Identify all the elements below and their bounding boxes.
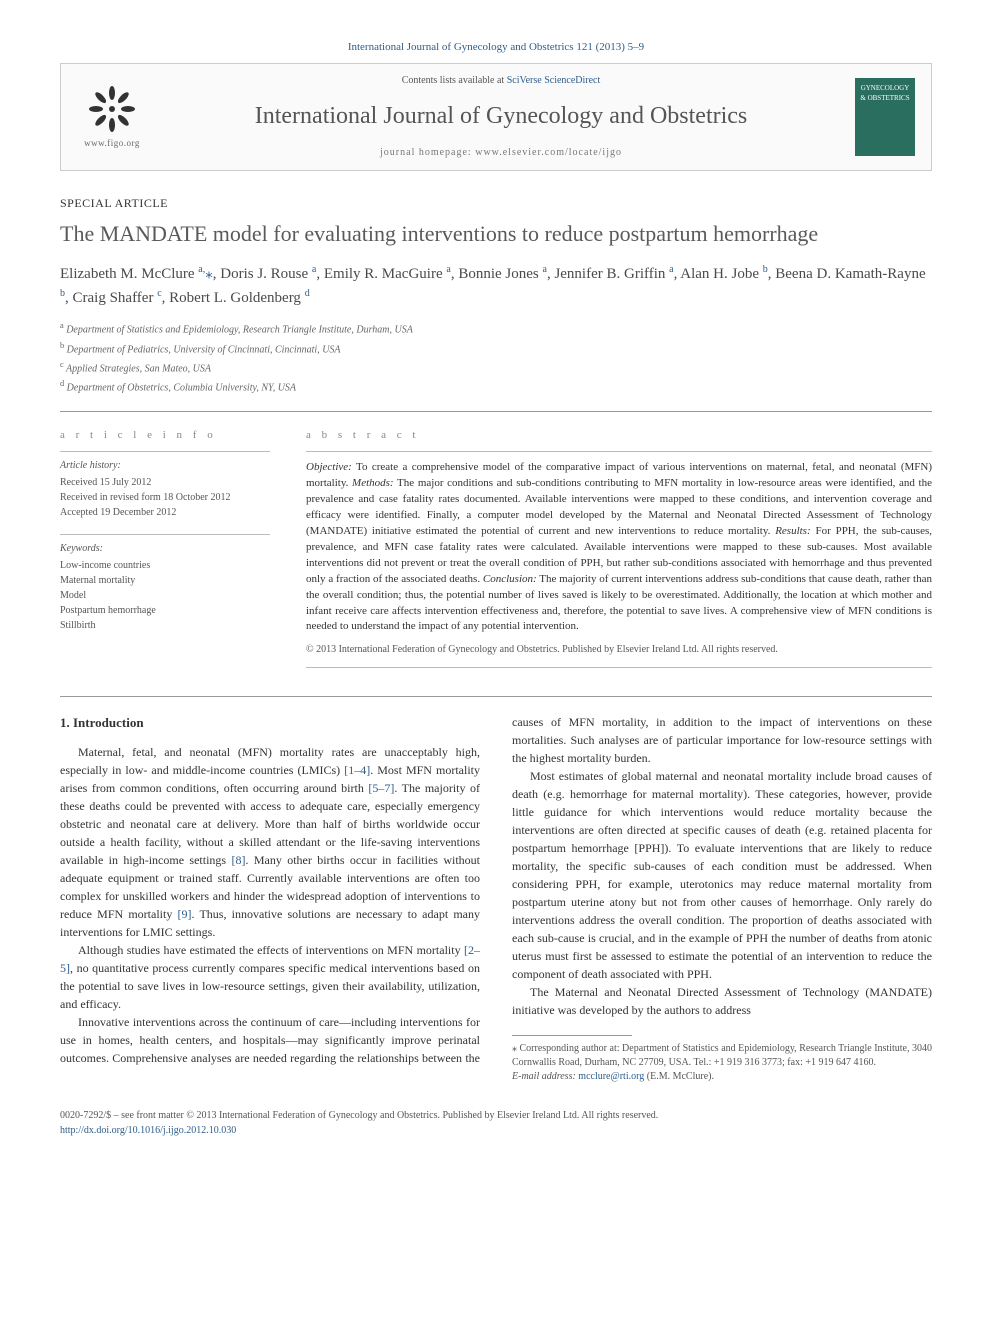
keyword: Stillbirth <box>60 618 270 633</box>
keyword: Postpartum hemorrhage <box>60 603 270 618</box>
body-paragraph: Although studies have estimated the effe… <box>60 941 480 1013</box>
abstract-copyright: © 2013 International Federation of Gynec… <box>306 643 932 657</box>
sciencedirect-link[interactable]: SciVerse ScienceDirect <box>507 75 601 86</box>
article-info-column: a r t i c l e i n f o Article history: R… <box>60 428 270 669</box>
citation-ref[interactable]: [1–4] <box>344 763 370 777</box>
keyword: Model <box>60 588 270 603</box>
affiliation-line: a Department of Statistics and Epidemiol… <box>60 319 932 338</box>
email-person: (E.M. McClure). <box>644 1071 714 1082</box>
citation-ref[interactable]: [2–5] <box>60 943 480 975</box>
journal-banner: www.figo.org Contents lists available at… <box>60 63 932 171</box>
keyword: Maternal mortality <box>60 573 270 588</box>
doi-link[interactable]: http://dx.doi.org/10.1016/j.ijgo.2012.10… <box>60 1125 236 1136</box>
abstract-text: Objective: To create a comprehensive mod… <box>306 460 932 635</box>
info-abstract-row: a r t i c l e i n f o Article history: R… <box>60 428 932 669</box>
journal-homepage: journal homepage: www.elsevier.com/locat… <box>163 146 839 160</box>
article-type: SPECIAL ARTICLE <box>60 195 932 212</box>
article-history-block: Article history: Received 15 July 2012Re… <box>60 458 270 520</box>
intro-heading: 1. Introduction <box>60 713 480 733</box>
keywords-block: Keywords: Low-income countriesMaternal m… <box>60 541 270 633</box>
citation-ref[interactable]: [8] <box>231 853 245 867</box>
corresponding-author-note: ⁎ Corresponding author at: Department of… <box>512 1042 932 1070</box>
journal-cover-thumb: GYNECOLOGY & OBSTETRICS <box>855 78 915 156</box>
article-info-heading: a r t i c l e i n f o <box>60 428 270 443</box>
keywords-label: Keywords: <box>60 541 270 556</box>
affiliations: a Department of Statistics and Epidemiol… <box>60 319 932 396</box>
affiliation-line: b Department of Pediatrics, University o… <box>60 339 932 358</box>
footnotes: ⁎ Corresponding author at: Department of… <box>512 1042 932 1084</box>
info-rule <box>60 534 270 535</box>
article-title: The MANDATE model for evaluating interve… <box>60 220 932 249</box>
header-citation: International Journal of Gynecology and … <box>60 40 932 55</box>
history-label: Article history: <box>60 458 270 473</box>
page-footer: 0020-7292/$ – see front matter © 2013 In… <box>60 1108 932 1138</box>
history-line: Received in revised form 18 October 2012 <box>60 490 270 505</box>
citation-ref[interactable]: [9] <box>178 907 192 921</box>
homepage-prefix: journal homepage: <box>380 147 475 158</box>
body-paragraph: Maternal, fetal, and neonatal (MFN) mort… <box>60 743 480 941</box>
history-line: Accepted 19 December 2012 <box>60 505 270 520</box>
section-divider <box>60 696 932 697</box>
figo-url[interactable]: www.figo.org <box>84 137 140 150</box>
history-line: Received 15 July 2012 <box>60 475 270 490</box>
section-divider <box>60 411 932 412</box>
author-list: Elizabeth M. McClure a,⁎, Doris J. Rouse… <box>60 262 932 309</box>
article-body: 1. Introduction Maternal, fetal, and neo… <box>60 713 932 1084</box>
body-paragraph: The Maternal and Neonatal Directed Asses… <box>512 983 932 1019</box>
email-line: E-mail address: mcclure@rti.org (E.M. Mc… <box>512 1070 932 1084</box>
affiliation-line: c Applied Strategies, San Mateo, USA <box>60 358 932 377</box>
footnote-separator <box>512 1035 632 1036</box>
journal-name: International Journal of Gynecology and … <box>163 100 839 134</box>
citation-ref[interactable]: [5–7] <box>368 781 394 795</box>
homepage-url[interactable]: www.elsevier.com/locate/ijgo <box>475 147 622 158</box>
abstract-heading: a b s t r a c t <box>306 428 932 443</box>
body-paragraph: Most estimates of global maternal and ne… <box>512 767 932 983</box>
email-label: E-mail address: <box>512 1071 578 1082</box>
info-rule <box>60 451 270 452</box>
leaf-logo-icon <box>88 85 136 133</box>
affiliation-line: d Department of Obstetrics, Columbia Uni… <box>60 377 932 396</box>
abstract-column: a b s t r a c t Objective: To create a c… <box>306 428 932 669</box>
abstract-bottom-rule <box>306 667 932 668</box>
keyword: Low-income countries <box>60 558 270 573</box>
banner-center: Contents lists available at SciVerse Sci… <box>163 74 839 160</box>
corr-email-link[interactable]: mcclure@rti.org <box>578 1071 644 1082</box>
contents-available: Contents lists available at SciVerse Sci… <box>163 74 839 88</box>
contents-prefix: Contents lists available at <box>402 75 507 86</box>
publisher-logo: www.figo.org <box>77 82 147 152</box>
footer-copyright: 0020-7292/$ – see front matter © 2013 In… <box>60 1108 932 1123</box>
abstract-rule <box>306 451 932 452</box>
